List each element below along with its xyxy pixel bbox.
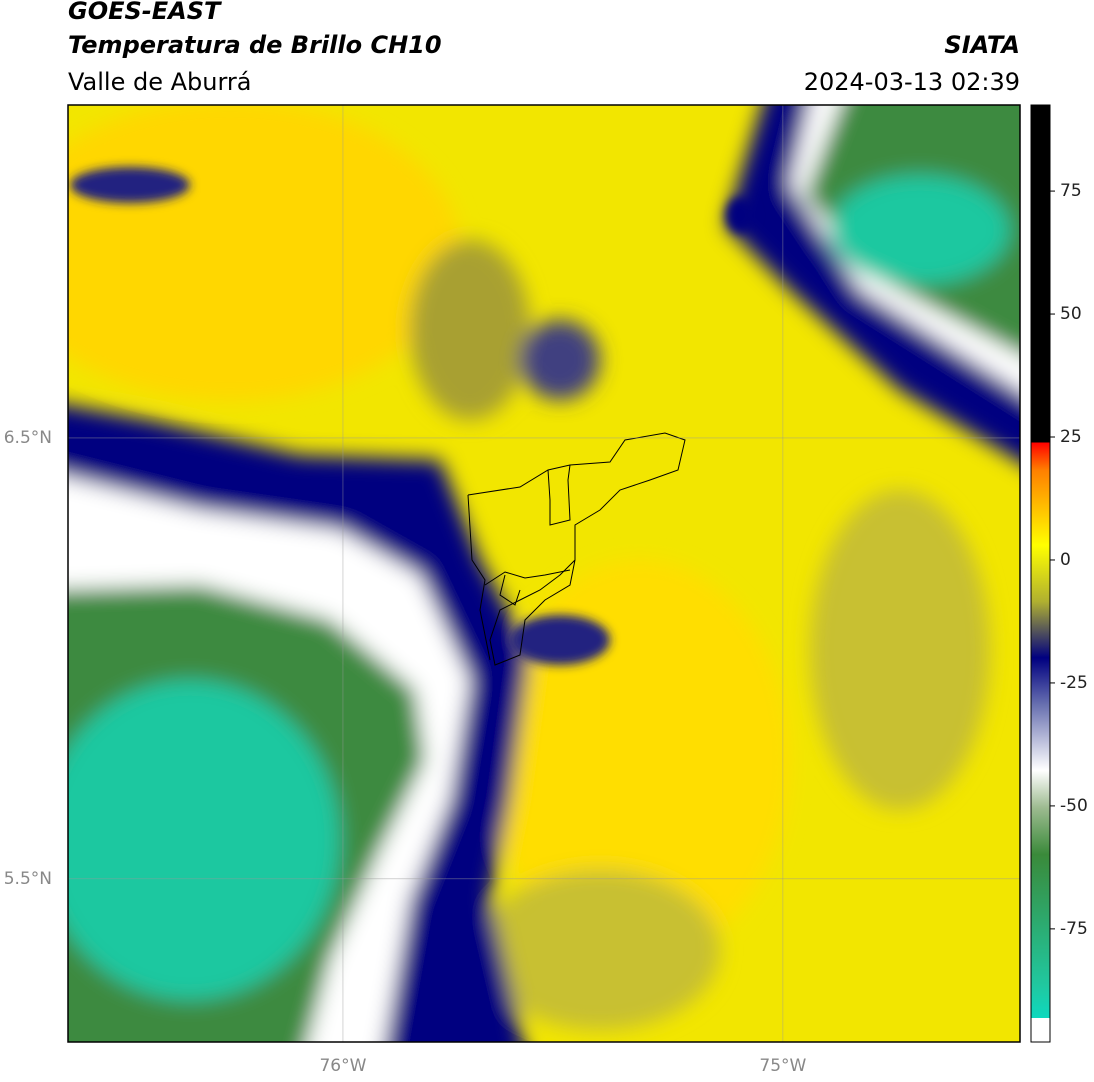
colorbar-tick-label: 25 bbox=[1060, 427, 1082, 447]
colorbar-tick-label: -25 bbox=[1060, 673, 1088, 693]
lon-label: 76°W bbox=[319, 1056, 366, 1076]
lat-label: 5.5°N bbox=[4, 869, 52, 889]
colorbar-tick-label: -50 bbox=[1060, 796, 1088, 816]
datetime: 2024-03-13 02:39 bbox=[804, 68, 1020, 96]
title: GOES-EAST bbox=[68, 0, 222, 25]
map-frame bbox=[67, 104, 1021, 1043]
colorbar-tick-label: -75 bbox=[1060, 919, 1088, 939]
lat-label: 6.5°N bbox=[4, 428, 52, 448]
colorbar-frame bbox=[1030, 104, 1051, 1043]
satellite-image bbox=[68, 105, 1020, 1042]
colorbar-extension bbox=[1031, 1018, 1050, 1042]
subtitle: Temperatura de Brillo CH10 bbox=[68, 31, 442, 59]
graticule bbox=[68, 105, 1020, 1042]
source: SIATA bbox=[944, 31, 1020, 59]
colorbar-tick-label: 50 bbox=[1060, 304, 1082, 324]
colorbar-tick-label: 0 bbox=[1060, 550, 1071, 570]
lon-label: 75°W bbox=[759, 1056, 806, 1076]
colorbar bbox=[1031, 105, 1050, 1042]
municipality-borders bbox=[467, 432, 686, 666]
region: Valle de Aburrá bbox=[68, 68, 252, 96]
colorbar-tick-label: 75 bbox=[1060, 181, 1082, 201]
